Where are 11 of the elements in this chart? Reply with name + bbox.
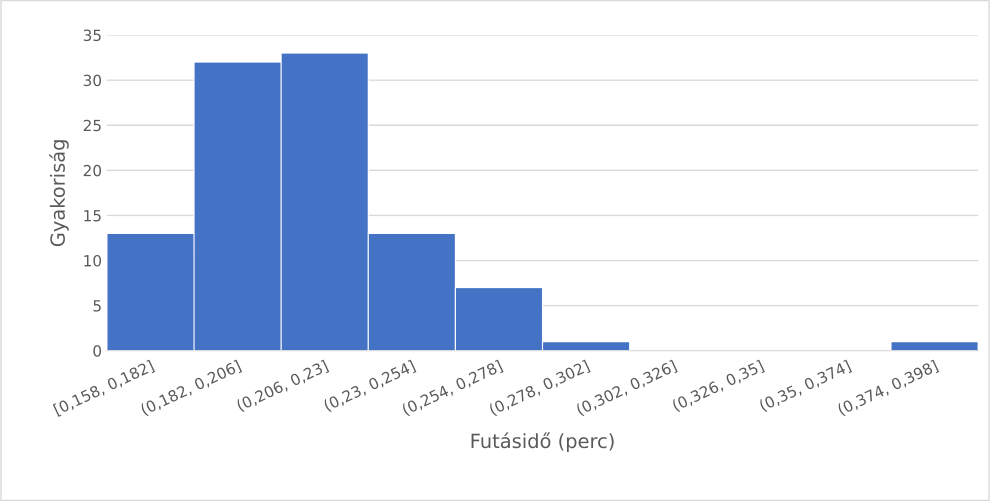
y-axis-title: Gyakoriság [49,140,69,246]
bar [890,341,978,351]
y-tick-label: 10 [84,254,102,267]
y-tick-label: 20 [84,164,102,176]
x-axis-title: Futásidő (perc) [472,432,614,452]
y-tick-label: 0 [93,345,102,357]
y-tick-label: 30 [84,74,102,86]
y-tick-label: 15 [84,210,101,222]
y-tick-label: 5 [94,300,101,312]
y-tick-label: 25 [84,120,101,132]
y-tick-label: 35 [84,30,101,42]
